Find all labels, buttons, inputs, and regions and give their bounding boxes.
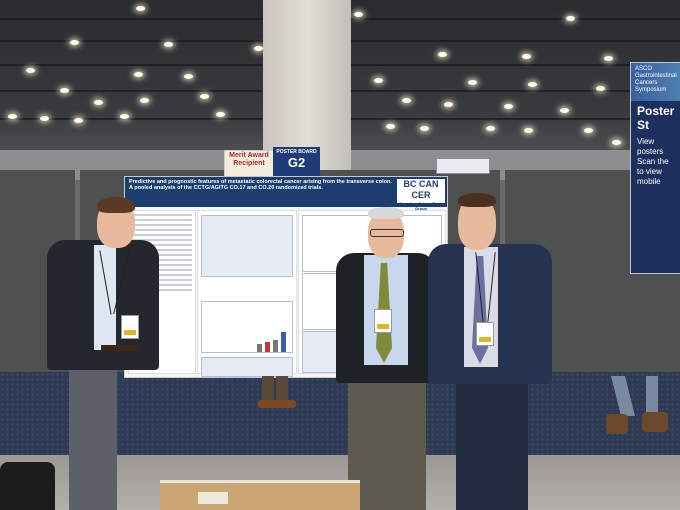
merit-award-sign: Merit Award Recipient <box>224 150 274 178</box>
poster-board-label: POSTER BOARD <box>276 149 317 155</box>
banner-title: Poster St <box>637 104 675 132</box>
person-left <box>47 195 162 510</box>
merit-award-text: Merit Award Recipient <box>229 152 269 167</box>
right-person-legs <box>606 376 670 436</box>
poster-logo: BC CAN CER Canadian Cancer Trials Group <box>397 179 445 211</box>
banner-body: View posters Scan the to view mobile <box>637 137 669 186</box>
rolling-bag <box>0 462 55 510</box>
poster-bar-chart <box>201 301 293 353</box>
poster-title: Predictive and prognostic features of me… <box>129 179 392 191</box>
poster-board-number: G2 <box>287 155 306 170</box>
event-banner: ASCO Gastrointestinal Cancers Symposium … <box>630 62 680 274</box>
box-label <box>198 492 228 504</box>
poster-header: Predictive and prognostic features of me… <box>125 177 447 207</box>
pillar <box>263 0 351 175</box>
person-right <box>428 192 554 510</box>
cardboard-box <box>160 480 360 510</box>
poster-column-2 <box>197 210 297 377</box>
banner-header: ASCO Gastrointestinal Cancers Symposium <box>631 63 680 101</box>
poster-logo-sub: Canadian Cancer Trials Group <box>398 201 444 211</box>
background-person-legs <box>258 376 298 408</box>
poster-board-sign: POSTER BOARD G2 <box>273 147 320 177</box>
person-center <box>336 205 438 510</box>
poster-logo-text: BC CAN CER <box>403 179 439 200</box>
small-wall-sign <box>436 158 490 174</box>
